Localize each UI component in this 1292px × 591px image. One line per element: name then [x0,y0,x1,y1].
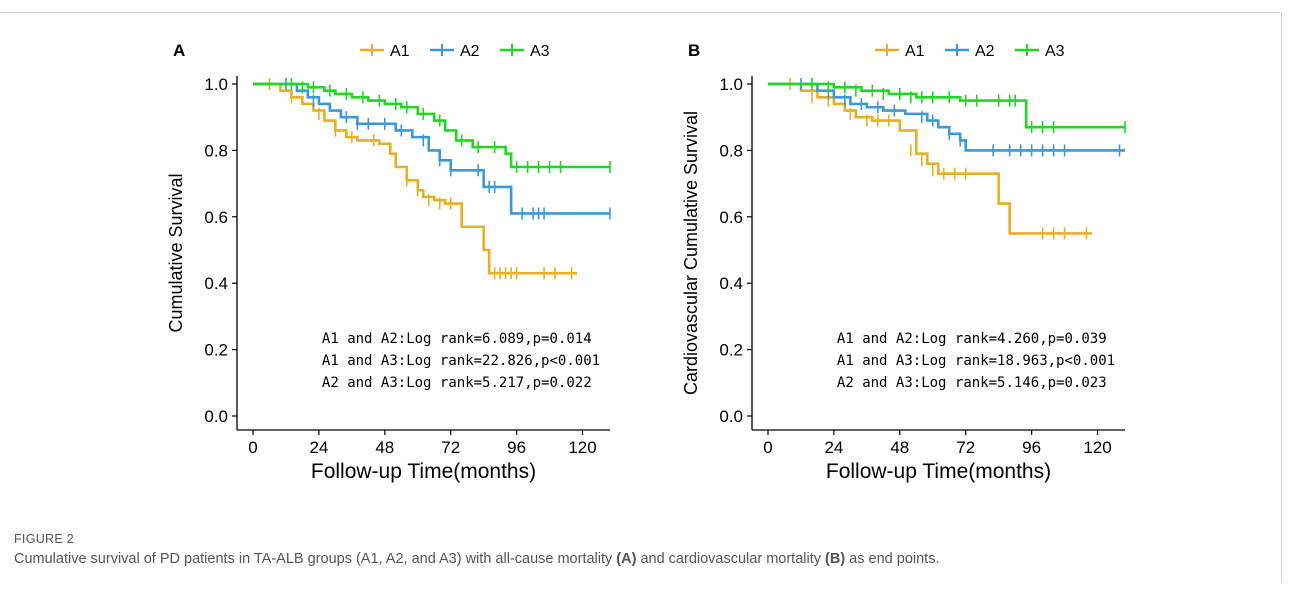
caption-part-4: as end points. [845,551,940,567]
x-tick-label: 72 [956,438,975,457]
x-axis-label: Follow-up Time(months) [311,460,536,483]
caption-part-2: and cardiovascular mortality [636,551,826,567]
y-tick-label: 0.4 [204,274,228,293]
caption-part-3: (B) [825,551,846,567]
y-axis-label: Cardiovascular Cumulative Survival [681,111,701,395]
figure-label: FIGURE 2 [14,532,75,546]
legend-label-a3: A3 [530,43,550,60]
x-tick-label: 120 [1083,438,1111,457]
x-tick-label: 0 [763,438,772,457]
y-tick-label: 0.4 [719,274,743,293]
figure-frame [0,12,1282,582]
x-tick-label: 24 [824,438,843,457]
log-rank-annotation: A1 and A2:Log rank=6.089,p=0.014 [322,331,592,347]
legend-label-a1: A1 [390,43,410,60]
log-rank-annotation: A1 and A2:Log rank=4.260,p=0.039 [837,331,1107,347]
km-chart-b: B A1 A2 A3 0.0 0.2 0.4 0.6 0.8 1.0 0 24 48 72 96 120 Fol… [681,41,1126,483]
x-axis-label: Follow-up Time(months) [826,460,1051,483]
y-tick-label: 0.0 [719,407,743,426]
x-tick-label: 96 [507,438,526,457]
series-line-a3 [253,82,610,169]
series-line-a2 [768,82,1125,152]
x-tick-label: 24 [309,438,328,457]
panel-label: B [688,41,700,60]
km-chart-a: A A1 A2 A3 0.0 0.2 0.4 0.6 0.8 1.0 0 24 48 72 96 120 Fol… [166,41,611,483]
y-tick-label: 0.2 [204,341,228,360]
chart-panel-b: B A1 A2 A3 0.0 0.2 0.4 0.6 0.8 1.0 0 24 48 72 96 120 Fol… [670,30,1180,510]
log-rank-annotation: A1 and A3:Log rank=18.963,p<0.001 [837,353,1115,369]
log-rank-annotation: A2 and A3:Log rank=5.217,p=0.022 [322,375,592,391]
caption-part-0: Cumulative survival of PD patients in TA… [14,551,617,567]
y-tick-label: 0.2 [719,341,743,360]
log-rank-annotation: A1 and A3:Log rank=22.826,p<0.001 [322,353,600,369]
legend-label-a3: A3 [1045,43,1065,60]
y-tick-label: 1.0 [719,75,743,94]
legend-label-a1: A1 [905,43,925,60]
y-tick-label: 0.8 [719,141,743,160]
legend-label-a2: A2 [975,43,995,60]
y-tick-label: 0.6 [204,208,228,227]
x-tick-label: 120 [568,438,596,457]
y-tick-label: 0.6 [719,208,743,227]
y-tick-label: 0.8 [204,141,228,160]
x-tick-label: 0 [248,438,257,457]
x-tick-label: 96 [1022,438,1041,457]
x-tick-label: 48 [375,438,394,457]
series-line-a1 [768,82,1093,235]
series-line-a1 [253,82,578,275]
panel-label: A [173,41,185,60]
y-axis-label: Cumulative Survival [166,173,186,332]
log-rank-annotation: A2 and A3:Log rank=5.146,p=0.023 [837,375,1107,391]
y-tick-label: 1.0 [204,75,228,94]
series-line-a3 [768,82,1125,129]
y-tick-label: 0.0 [204,407,228,426]
legend-label-a2: A2 [460,43,480,60]
figure-caption: Cumulative survival of PD patients in TA… [14,551,939,567]
chart-panel-a: A A1 A2 A3 0.0 0.2 0.4 0.6 0.8 1.0 0 24 48 72 96 120 Fol… [155,30,665,510]
x-tick-label: 48 [890,438,909,457]
x-tick-label: 72 [441,438,460,457]
caption-part-1: (A) [616,551,637,567]
